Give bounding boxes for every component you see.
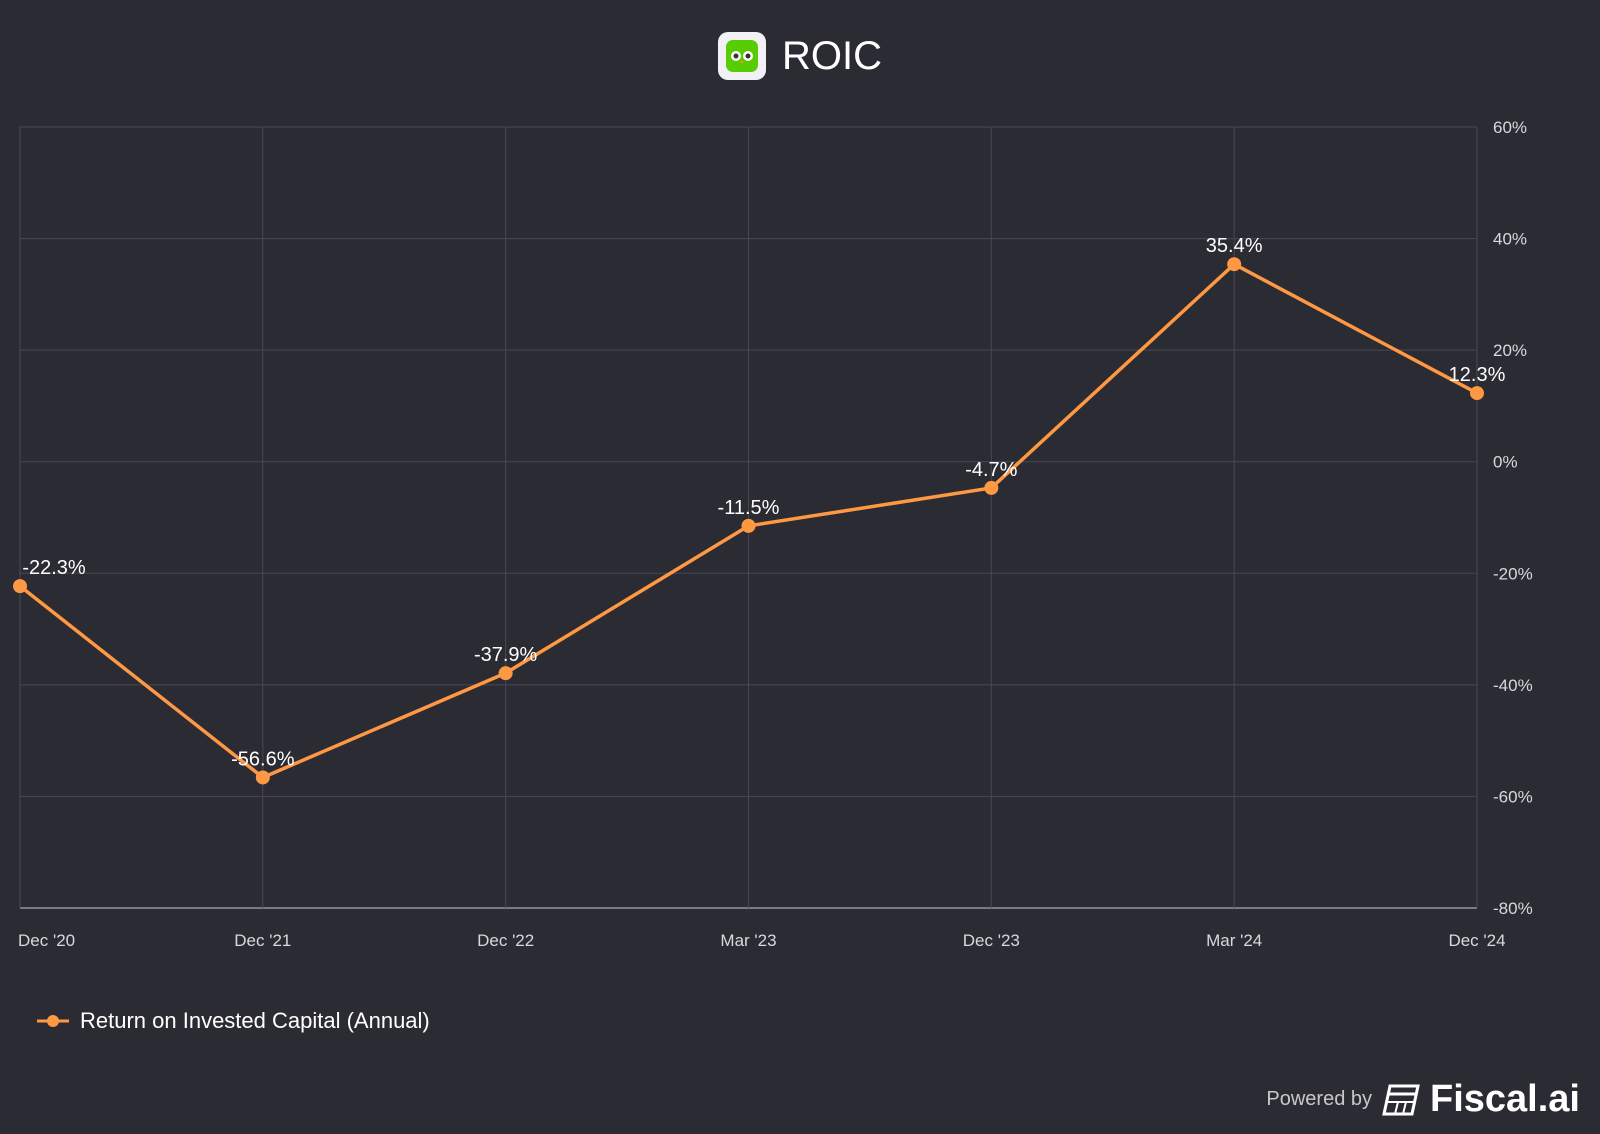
data-label: -37.9%: [474, 644, 538, 666]
x-tick-label: Dec '23: [963, 931, 1020, 950]
x-tick-label: Dec '20: [18, 931, 75, 950]
powered-by-text: Powered by: [1266, 1088, 1373, 1110]
company-logo: [718, 32, 766, 80]
data-label: -22.3%: [22, 557, 86, 579]
y-tick-label: 60%: [1493, 118, 1527, 137]
x-tick-label: Dec '21: [234, 931, 291, 950]
y-tick-label: -80%: [1493, 899, 1533, 918]
y-tick-label: 40%: [1493, 230, 1527, 249]
x-tick-label: Dec '24: [1448, 931, 1505, 950]
data-label: 35.4%: [1206, 235, 1263, 257]
data-label: -11.5%: [718, 497, 780, 519]
x-tick-label: Mar '24: [1206, 931, 1262, 950]
data-point: [498, 666, 513, 681]
x-tick-label: Mar '23: [720, 931, 776, 950]
legend[interactable]: Return on Invested Capital (Annual): [36, 1008, 430, 1034]
data-label: 12.3%: [1449, 364, 1506, 386]
y-tick-label: -40%: [1493, 676, 1533, 695]
data-point: [255, 770, 270, 785]
data-label: -4.7%: [965, 459, 1017, 481]
x-tick-label: Dec '22: [477, 931, 534, 950]
data-label: -56.6%: [231, 748, 295, 770]
owl-icon: [726, 40, 758, 72]
data-point: [1470, 386, 1484, 401]
brand-name: Fiscal.ai: [1430, 1078, 1580, 1120]
y-tick-label: 20%: [1493, 341, 1527, 360]
line-chart: 60% 40% 20% 0% -20% -40% -60% -80% Dec '20 Dec '2…: [13, 118, 1533, 950]
fiscal-logo-icon: [1382, 1084, 1420, 1115]
footer: Powered by Fiscal.ai: [1266, 1078, 1580, 1121]
data-point: [741, 518, 756, 533]
legend-label: Return on Invested Capital (Annual): [80, 1008, 430, 1033]
y-tick-label: -60%: [1493, 787, 1533, 806]
data-point: [13, 579, 27, 594]
title-text: ROIC: [782, 33, 882, 78]
data-point: [984, 480, 999, 495]
y-tick-label: -20%: [1493, 564, 1533, 583]
chart-title: ROIC: [0, 32, 1600, 80]
y-tick-label: 0%: [1493, 453, 1518, 472]
legend-marker-icon: [37, 1015, 69, 1027]
data-point: [1227, 257, 1242, 272]
